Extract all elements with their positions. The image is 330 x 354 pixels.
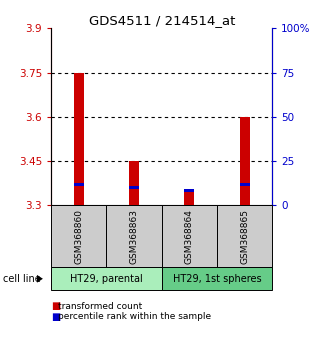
Bar xyxy=(184,189,194,205)
Bar xyxy=(240,117,249,205)
Title: GDS4511 / 214514_at: GDS4511 / 214514_at xyxy=(88,14,235,27)
Bar xyxy=(129,161,139,205)
Text: GSM368860: GSM368860 xyxy=(74,209,83,264)
Text: ■: ■ xyxy=(51,301,60,311)
Text: GSM368864: GSM368864 xyxy=(185,209,194,264)
Bar xyxy=(74,73,84,205)
Text: transformed count: transformed count xyxy=(58,302,142,311)
Bar xyxy=(129,185,139,188)
Text: HT29, 1st spheres: HT29, 1st spheres xyxy=(173,274,261,284)
Text: HT29, parental: HT29, parental xyxy=(70,274,143,284)
Text: ■: ■ xyxy=(51,312,60,322)
Bar xyxy=(74,183,84,186)
Text: cell line: cell line xyxy=(3,274,41,284)
Text: GSM368865: GSM368865 xyxy=(240,209,249,264)
Bar xyxy=(240,183,249,186)
Text: percentile rank within the sample: percentile rank within the sample xyxy=(58,312,211,321)
Text: GSM368863: GSM368863 xyxy=(130,209,139,264)
Bar xyxy=(184,189,194,192)
